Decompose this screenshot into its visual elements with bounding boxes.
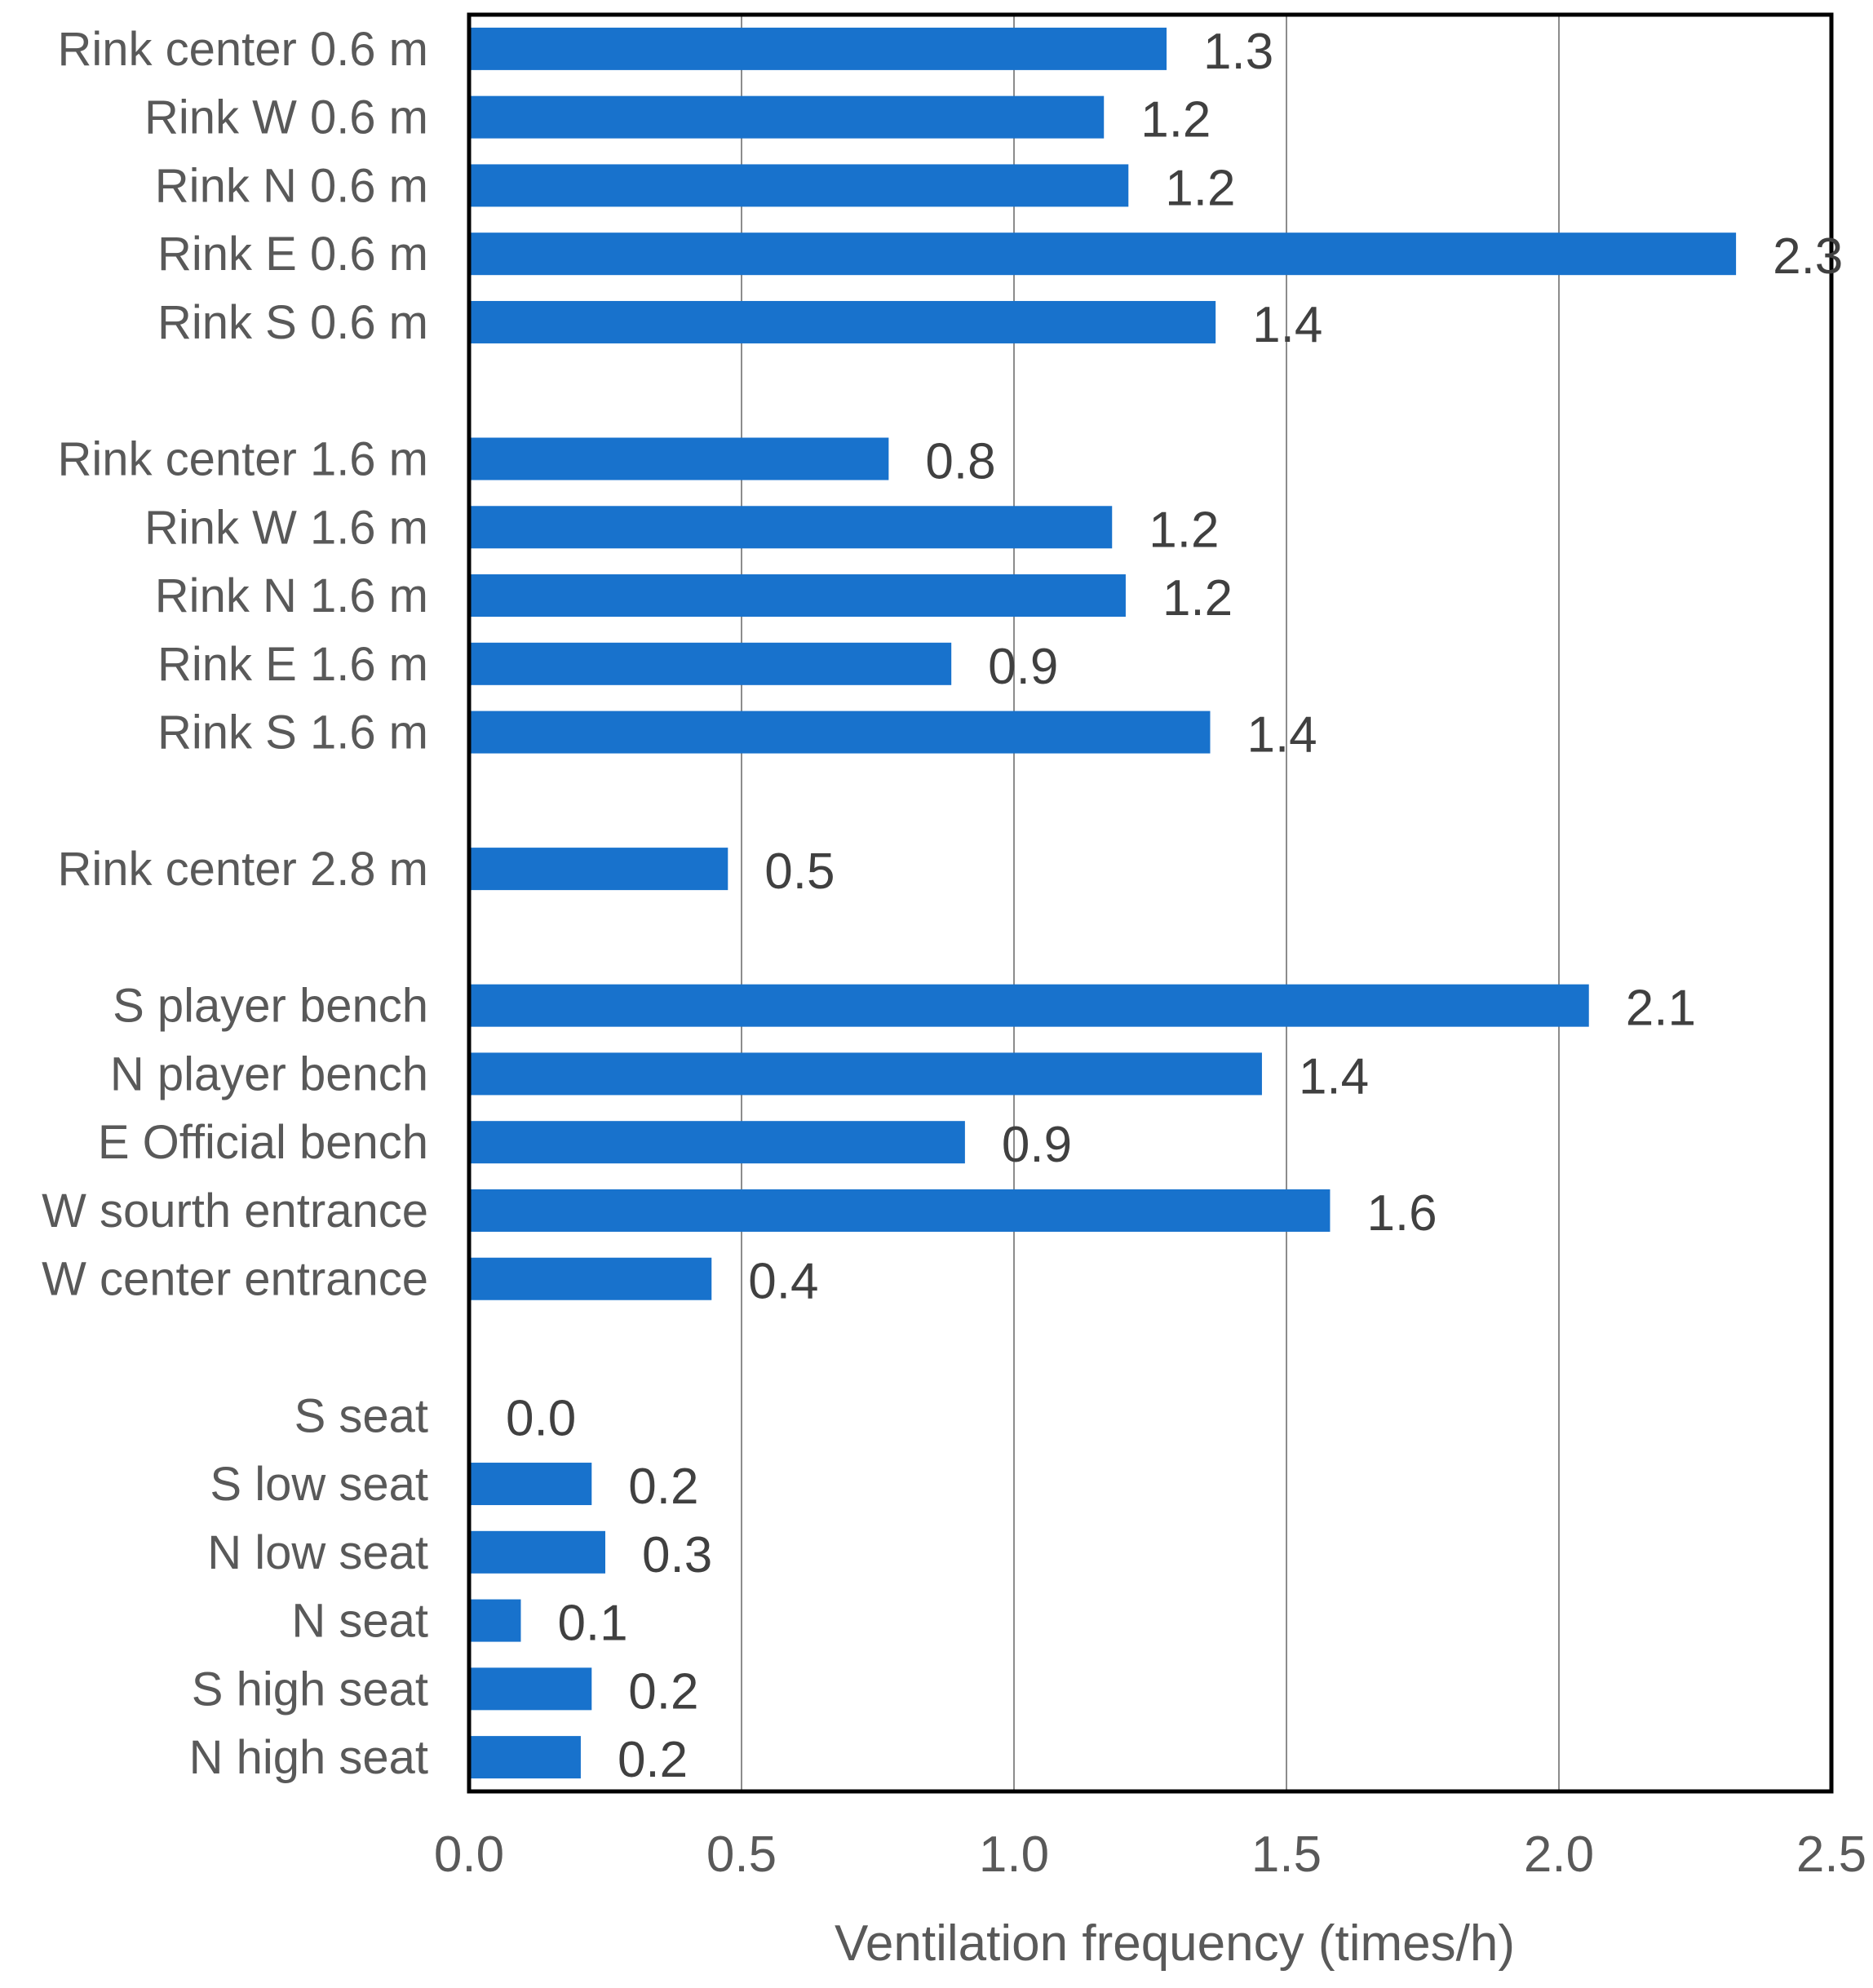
bars <box>469 27 1737 1779</box>
plot-area-frame <box>467 12 1834 1794</box>
bar <box>469 300 1216 343</box>
category-label: W sourth entrance <box>42 1184 428 1238</box>
x-tick-label: 1.5 <box>1251 1826 1322 1883</box>
value-label: 0.1 <box>557 1596 627 1652</box>
value-labels: 1.3 1.2 1.2 2.3 1.4 0.8 1.2 1.2 0.9 1.4 0.5 2.1 1.4 0… <box>506 24 1843 1788</box>
value-label: 0.2 <box>628 1663 698 1720</box>
category-labels: Rink center 0.6 m Rink W 0.6 m Rink N 0.6 … <box>42 23 428 1784</box>
bar <box>469 711 1211 754</box>
category-label: W center entrance <box>42 1253 428 1306</box>
value-label: 1.2 <box>1165 160 1235 216</box>
bar <box>469 1189 1331 1232</box>
category-label: Rink center 2.8 m <box>57 843 428 896</box>
value-label: 1.4 <box>1246 707 1317 764</box>
bar <box>469 164 1129 207</box>
category-label: S low seat <box>210 1458 428 1511</box>
value-label: 2.1 <box>1626 981 1696 1037</box>
value-label: 1.2 <box>1162 570 1233 627</box>
value-label: 1.6 <box>1366 1185 1437 1242</box>
category-label: Rink E 0.6 m <box>157 228 428 281</box>
value-label: 1.3 <box>1203 24 1273 80</box>
bar <box>469 1257 712 1300</box>
category-label: S seat <box>294 1389 428 1442</box>
value-label: 1.2 <box>1149 502 1219 558</box>
value-label: 0.8 <box>925 434 995 490</box>
x-axis-title: Ventilation frequency (times/h) <box>835 1915 1515 1972</box>
x-tick-label: 0.0 <box>434 1826 504 1883</box>
category-label: N player bench <box>110 1047 428 1100</box>
value-label: 1.2 <box>1140 92 1211 148</box>
bar <box>469 506 1113 549</box>
bar <box>469 437 889 480</box>
category-label: Rink W 1.6 m <box>144 501 428 554</box>
bar <box>469 232 1737 276</box>
bar <box>469 574 1126 618</box>
category-label: Rink S 0.6 m <box>157 296 428 349</box>
category-label: Rink W 0.6 m <box>144 91 428 144</box>
bar <box>469 1530 605 1574</box>
bar <box>469 1463 592 1506</box>
x-tick-label: 0.5 <box>706 1826 777 1883</box>
x-tick-label: 1.0 <box>979 1826 1049 1883</box>
bar <box>469 1121 965 1164</box>
bar <box>469 984 1589 1027</box>
value-label: 0.2 <box>618 1732 688 1788</box>
bar <box>469 1599 521 1642</box>
x-tick-label: 2.5 <box>1796 1826 1866 1883</box>
value-label: 1.4 <box>1252 297 1322 353</box>
category-label: Rink center 0.6 m <box>57 23 428 76</box>
value-label: 0.9 <box>1002 1117 1072 1173</box>
bar <box>469 1052 1262 1096</box>
value-label: 1.4 <box>1299 1048 1369 1105</box>
category-label: S player bench <box>113 980 428 1033</box>
category-label: Rink N 0.6 m <box>155 159 428 212</box>
category-label: N high seat <box>189 1731 428 1784</box>
category-label: E Official bench <box>98 1116 428 1169</box>
bar <box>469 848 728 891</box>
value-label: 0.3 <box>642 1527 712 1583</box>
category-label: Rink center 1.6 m <box>57 433 428 486</box>
value-label: 0.0 <box>506 1390 576 1446</box>
bar <box>469 1736 581 1779</box>
category-label: Rink N 1.6 m <box>155 569 428 622</box>
bar <box>469 642 952 685</box>
category-label: N seat <box>291 1595 428 1648</box>
x-tick-label: 2.0 <box>1524 1826 1594 1883</box>
value-label: 0.5 <box>764 843 835 900</box>
x-tick-labels: 0.0 0.5 1.0 1.5 2.0 2.5 <box>434 1826 1866 1883</box>
value-label: 0.2 <box>628 1459 698 1515</box>
value-label: 2.3 <box>1773 228 1843 285</box>
bar <box>469 1667 592 1711</box>
category-label: Rink E 1.6 m <box>157 638 428 691</box>
gridlines <box>741 15 1560 1791</box>
category-label: S high seat <box>192 1663 428 1716</box>
value-label: 0.4 <box>748 1254 818 1310</box>
value-label: 0.9 <box>988 639 1058 695</box>
bar <box>469 27 1167 70</box>
category-label: N low seat <box>207 1526 428 1579</box>
bar <box>469 95 1105 139</box>
category-label: Rink S 1.6 m <box>157 706 428 759</box>
